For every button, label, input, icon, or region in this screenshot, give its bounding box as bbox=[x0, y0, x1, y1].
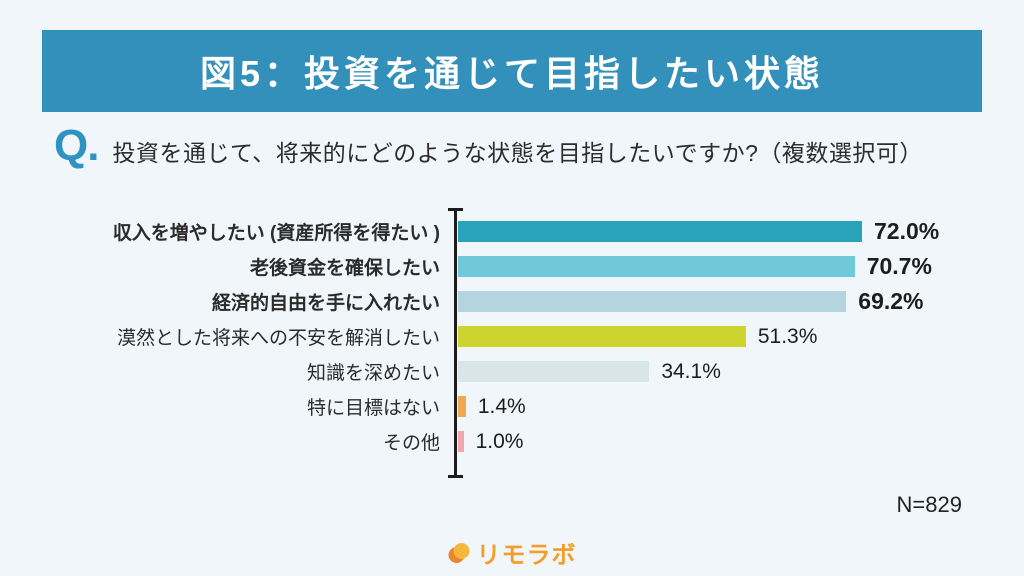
bar-label: 知識を深めたい bbox=[306, 363, 440, 384]
logo-text: リモラボ bbox=[476, 542, 577, 569]
bar-value: 1.0% bbox=[475, 429, 524, 453]
bar-row: 老後資金を確保したい 70.7% bbox=[0, 249, 1024, 284]
bar-value: 72.0% bbox=[874, 218, 940, 244]
bar bbox=[458, 256, 855, 277]
bar bbox=[458, 326, 746, 347]
logo-circles-icon bbox=[448, 542, 470, 563]
logo: リモラボ bbox=[448, 535, 577, 570]
axis-bottom-tick bbox=[448, 475, 463, 478]
bar bbox=[458, 221, 862, 242]
bar-label: 収入を増やしたい (資産所得を得たい ) bbox=[112, 223, 440, 244]
bar-value: 34.1% bbox=[661, 359, 721, 383]
bar-row: 収入を増やしたい (資産所得を得たい ) 72.0% bbox=[0, 214, 1024, 249]
bar-row: 知識を深めたい 34.1% bbox=[0, 354, 1024, 389]
bar-row: 漠然とした将来への不安を解消したい 51.3% bbox=[0, 319, 1024, 354]
bar-row: 特に目標はない 1.4% bbox=[0, 389, 1024, 424]
bar-label: その他 bbox=[382, 433, 440, 454]
bar-value: 1.4% bbox=[477, 394, 526, 418]
question-q-icon: Q. bbox=[54, 121, 99, 170]
bar-label: 漠然とした将来への不安を解消したい bbox=[116, 328, 440, 349]
axis-line bbox=[454, 209, 457, 477]
bar-row: その他 1.0% bbox=[0, 424, 1024, 459]
bar-label: 特に目標はない bbox=[306, 398, 440, 419]
bar bbox=[458, 396, 466, 417]
bar bbox=[458, 291, 847, 312]
question-line: Q. 投資を通じて、将来的にどのような状態を目指したいですか?（複数選択可） bbox=[54, 124, 923, 168]
sample-size-label: N=829 bbox=[896, 492, 962, 517]
bar bbox=[458, 431, 464, 452]
bar-label: 経済的自由を手に入れたい bbox=[211, 293, 440, 314]
question-text: 投資を通じて、将来的にどのような状態を目指したいですか?（複数選択可） bbox=[112, 140, 923, 166]
bar-value: 69.2% bbox=[858, 288, 924, 314]
title-banner: 図5：投資を通じて目指したい状態 bbox=[42, 30, 982, 112]
bar bbox=[458, 361, 650, 382]
bar-value: 51.3% bbox=[757, 324, 818, 348]
bar-row: 経済的自由を手に入れたい 69.2% bbox=[0, 284, 1024, 319]
bar-label: 老後資金を確保したい bbox=[249, 258, 440, 279]
axis-top-tick bbox=[448, 208, 463, 211]
bar-chart: 収入を増やしたい (資産所得を得たい ) 72.0% 老後資金を確保したい 70… bbox=[0, 214, 1024, 459]
page-title: 図5：投資を通じて目指したい状態 bbox=[199, 53, 825, 94]
bar-value: 70.7% bbox=[866, 253, 932, 279]
